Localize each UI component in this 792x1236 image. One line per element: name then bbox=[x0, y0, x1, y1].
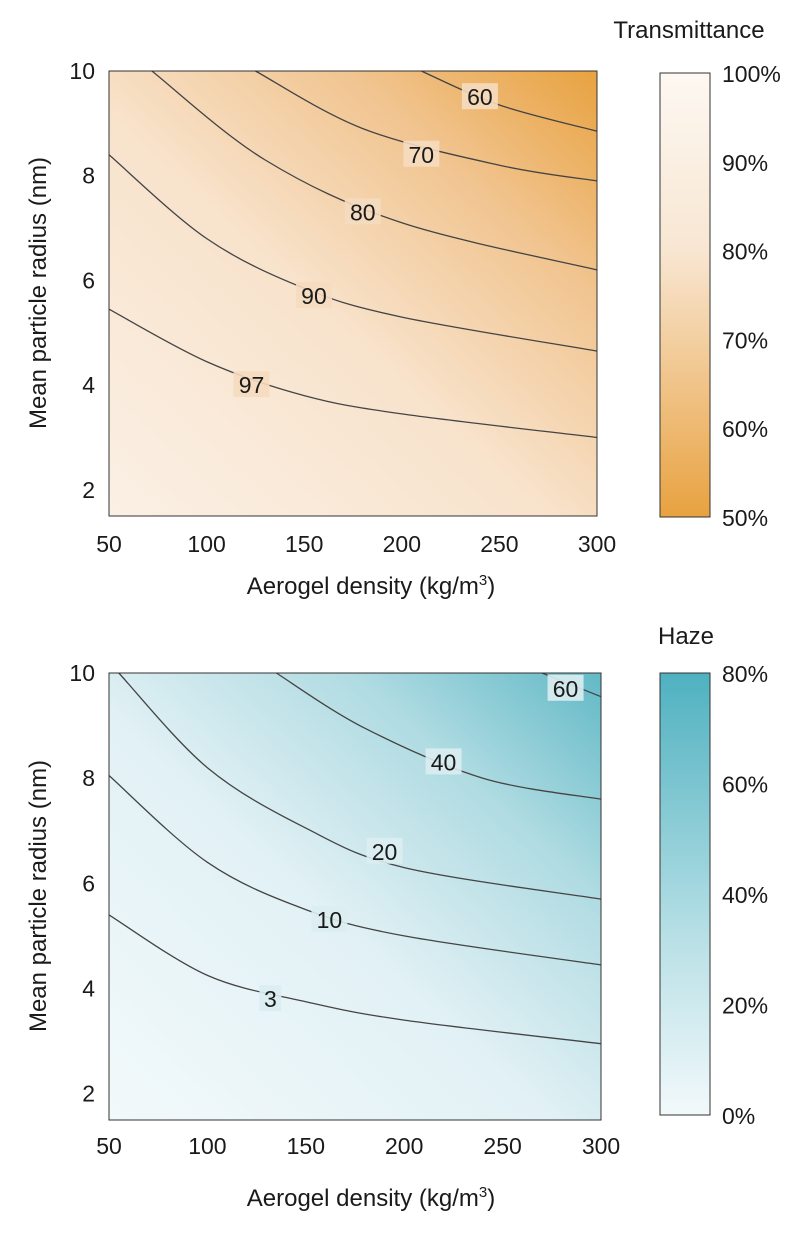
transmittance-contour-line bbox=[421, 70, 598, 132]
transmittance-contour-line bbox=[108, 308, 598, 439]
transmittance-y-tick-label: 10 bbox=[69, 58, 95, 84]
transmittance-colorbar-title: Transmittance bbox=[613, 17, 764, 44]
transmittance-colorbar-tick-label: 100% bbox=[722, 61, 781, 87]
transmittance-x-tick-label: 150 bbox=[285, 531, 323, 557]
transmittance-contour-label: 97 bbox=[239, 372, 265, 398]
haze-y-ticks: 2 4 6 8 10 bbox=[69, 660, 95, 1107]
haze-colorbar-tick-label: 80% bbox=[722, 661, 768, 687]
haze-y-tick-label: 6 bbox=[82, 870, 95, 896]
haze-contour-label: 20 bbox=[372, 839, 398, 865]
haze-colorbar-title: Haze bbox=[658, 623, 714, 650]
transmittance-colorbar-tick-label: 70% bbox=[722, 327, 768, 353]
haze-y-tick-label: 10 bbox=[69, 660, 95, 686]
transmittance-x-tick-label: 200 bbox=[383, 531, 421, 557]
transmittance-x-tick-label: 100 bbox=[187, 531, 225, 557]
haze-x-tick-label: 200 bbox=[385, 1133, 423, 1159]
haze-colorbar-tick-label: 0% bbox=[722, 1103, 755, 1129]
haze-contour-line bbox=[108, 914, 602, 1045]
haze-contour-label: 60 bbox=[553, 676, 579, 702]
haze-x-tick-label: 100 bbox=[188, 1133, 226, 1159]
haze-y-axis-label: Mean particle radius (nm) bbox=[25, 760, 52, 1032]
transmittance-x-tick-label: 250 bbox=[480, 531, 518, 557]
haze-colorbar bbox=[659, 672, 711, 1116]
transmittance-contour-label-bg bbox=[233, 371, 270, 398]
haze-y-tick-label: 8 bbox=[82, 765, 95, 791]
haze-contour-label-bg bbox=[259, 985, 282, 1012]
haze-x-ticks: 50 100 150 200 250 300 bbox=[96, 1133, 620, 1159]
transmittance-colorbar-tick-label: 60% bbox=[722, 416, 768, 442]
haze-contour-label: 40 bbox=[431, 749, 457, 775]
haze-colorbar-ticks: 80% 60% 40% 20% 0% bbox=[722, 661, 768, 1129]
haze-colorbar-tick-label: 40% bbox=[722, 882, 768, 908]
transmittance-y-ticks: 2 4 6 8 10 bbox=[69, 58, 95, 503]
transmittance-y-tick-label: 2 bbox=[82, 477, 95, 503]
haze-y-tick-label: 4 bbox=[82, 976, 95, 1002]
transmittance-y-axis-label: Mean particle radius (nm) bbox=[25, 157, 52, 429]
transmittance-contour-label: 90 bbox=[301, 283, 327, 309]
haze-plot: 60 40 20 10 3 50 100 150 200 250 300 2 4 6 8 10 Aerog… bbox=[25, 623, 768, 1212]
haze-contour-line bbox=[275, 672, 602, 800]
transmittance-x-tick-label: 300 bbox=[578, 531, 616, 557]
transmittance-y-tick-label: 8 bbox=[82, 163, 95, 189]
haze-x-tick-label: 300 bbox=[582, 1133, 620, 1159]
transmittance-contour-label: 80 bbox=[350, 199, 376, 225]
transmittance-colorbar bbox=[659, 72, 711, 518]
transmittance-x-ticks: 50 100 150 200 250 300 bbox=[96, 531, 616, 557]
haze-contours: 60 40 20 10 3 bbox=[108, 672, 602, 1045]
haze-contour-label: 10 bbox=[317, 907, 343, 933]
haze-colorbar-tick-label: 60% bbox=[722, 772, 768, 798]
haze-x-axis-label: Aerogel density (kg/m3) bbox=[247, 1184, 495, 1212]
transmittance-contour-label: 60 bbox=[467, 84, 493, 110]
haze-contour-line bbox=[108, 775, 602, 966]
transmittance-contour-label-bg bbox=[344, 198, 381, 225]
haze-contour-label-bg bbox=[425, 748, 462, 775]
haze-contour-label-bg bbox=[311, 906, 348, 933]
transmittance-colorbar-tick-label: 90% bbox=[722, 150, 768, 176]
haze-contour-label: 3 bbox=[264, 986, 277, 1012]
haze-x-tick-label: 150 bbox=[287, 1133, 325, 1159]
transmittance-y-tick-label: 6 bbox=[82, 267, 95, 293]
haze-contour-label-bg bbox=[366, 837, 403, 864]
transmittance-contour-line bbox=[151, 70, 598, 271]
transmittance-contours: 60 70 80 90 97 bbox=[108, 70, 598, 439]
haze-x-tick-label: 50 bbox=[96, 1133, 122, 1159]
haze-x-tick-label: 250 bbox=[483, 1133, 521, 1159]
transmittance-plot: 60 70 80 90 97 50 100 150 200 250 300 2 4 6 8 10 Aero… bbox=[25, 17, 781, 600]
haze-y-tick-label: 2 bbox=[82, 1081, 95, 1107]
transmittance-x-tick-label: 50 bbox=[96, 531, 122, 557]
transmittance-contour-label-bg bbox=[461, 83, 498, 110]
transmittance-x-axis-label: Aerogel density (kg/m3) bbox=[247, 572, 495, 600]
haze-contour-label-bg bbox=[547, 674, 584, 701]
transmittance-plot-frame bbox=[108, 70, 598, 517]
transmittance-contour-label-bg bbox=[295, 282, 332, 309]
transmittance-contour-label-bg bbox=[403, 140, 440, 167]
transmittance-colorbar-tick-label: 50% bbox=[722, 505, 768, 531]
haze-heatmap bbox=[109, 673, 601, 1120]
transmittance-colorbar-ticks: 100% 90% 80% 70% 60% 50% bbox=[722, 61, 781, 531]
transmittance-y-tick-label: 4 bbox=[82, 372, 95, 398]
transmittance-colorbar-tick-label: 80% bbox=[722, 239, 768, 265]
haze-colorbar-tick-label: 20% bbox=[722, 993, 768, 1019]
haze-plot-frame bbox=[108, 672, 602, 1121]
transmittance-contour-label: 70 bbox=[409, 142, 435, 168]
transmittance-heatmap bbox=[109, 71, 597, 516]
haze-contour-line bbox=[118, 672, 602, 900]
